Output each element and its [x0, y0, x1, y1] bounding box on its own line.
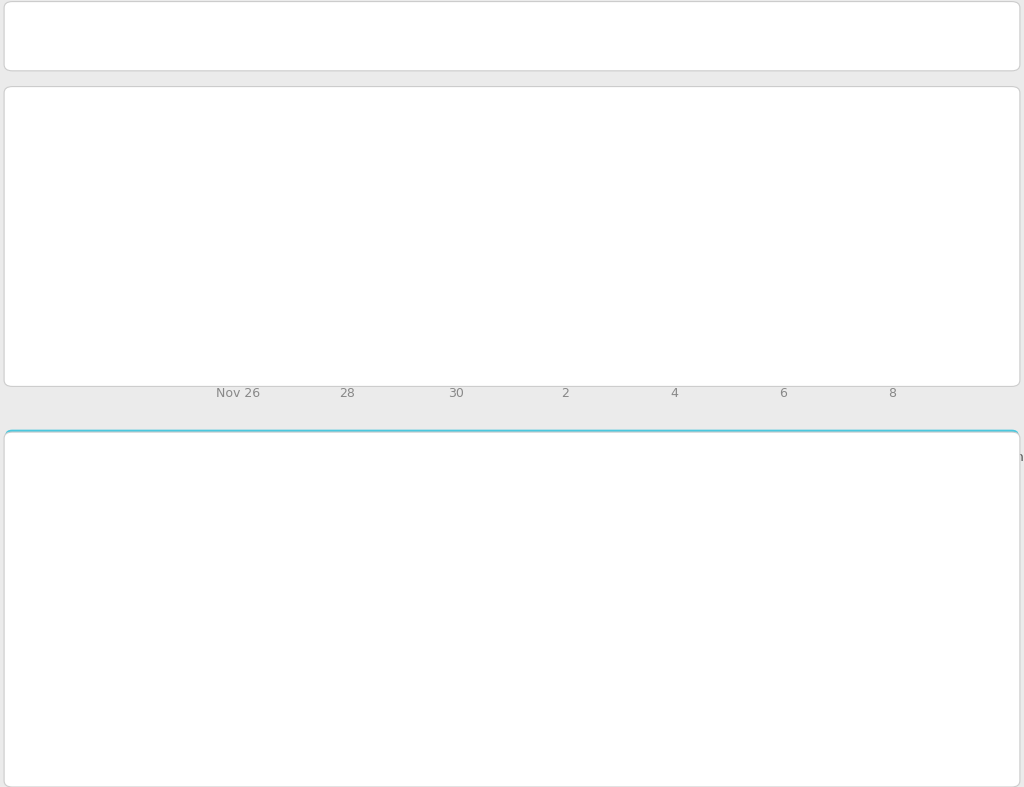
- Text: 18,517: 18,517: [587, 682, 644, 697]
- Text: Save button: Save button: [299, 450, 390, 464]
- FancyBboxPatch shape: [22, 552, 82, 593]
- Text: ▼ 18.37%: ▼ 18.37%: [52, 318, 123, 331]
- Text: Vegan Chocolate Chip Cookies: Vegan Chocolate Chip Cookies: [97, 741, 321, 756]
- FancyBboxPatch shape: [12, 485, 1012, 543]
- FancyBboxPatch shape: [12, 543, 1012, 601]
- Text: 1,042: 1,042: [830, 506, 872, 521]
- Text: Saves: Saves: [831, 457, 876, 472]
- FancyBboxPatch shape: [926, 672, 1004, 707]
- Text: 379: 379: [728, 565, 756, 580]
- Text: R: R: [959, 508, 970, 520]
- Text: 433: 433: [728, 682, 756, 697]
- Text: The Ultimate Vegan Thanksgiving: The Ultimate Vegan Thanksgiving: [97, 623, 344, 638]
- Text: The Ultimate Vegan Thanksgiving: The Ultimate Vegan Thanksgiving: [97, 682, 344, 697]
- Text: Pin type: Pin type: [937, 457, 996, 472]
- Text: ▼ 13.07%: ▼ 13.07%: [52, 183, 123, 196]
- Text: from: from: [119, 28, 158, 45]
- Text: 57,494: 57,494: [587, 506, 643, 521]
- FancyBboxPatch shape: [115, 14, 369, 58]
- Text: 291: 291: [838, 741, 865, 756]
- FancyBboxPatch shape: [12, 719, 1012, 778]
- Text: 12,675: 12,675: [30, 279, 169, 313]
- Text: Here's a tip: Here's a tip: [28, 457, 132, 472]
- Text: from the last 30 days: from the last 30 days: [198, 457, 380, 475]
- Text: Avg. daily impressions: Avg. daily impressions: [34, 105, 174, 119]
- Text: : the views Pins from your website get on Pinterest: : the views Pins from your website get o…: [339, 28, 767, 45]
- FancyBboxPatch shape: [16, 288, 159, 361]
- FancyBboxPatch shape: [926, 731, 1004, 765]
- Text: Impressions: Impressions: [28, 28, 150, 45]
- Text: on your website. You can get them in different sizes and colors, plus there's a : on your website. You can get them in dif…: [392, 450, 1024, 464]
- Text: 379: 379: [838, 565, 865, 580]
- Text: Learn more.: Learn more.: [551, 483, 631, 496]
- Text: Vegan Snickerdoodle Cookies: Vegan Snickerdoodle Cookies: [97, 565, 312, 580]
- FancyBboxPatch shape: [22, 493, 82, 535]
- Text: R: R: [959, 683, 970, 696]
- FancyBboxPatch shape: [926, 497, 1004, 531]
- FancyBboxPatch shape: [926, 556, 1004, 589]
- FancyBboxPatch shape: [926, 614, 1004, 648]
- Text: 19,550: 19,550: [587, 565, 644, 580]
- Text: 14,629: 14,629: [30, 145, 169, 179]
- Text: Avg. daily viewers: Avg. daily viewers: [34, 241, 147, 253]
- Text: 185: 185: [728, 506, 756, 521]
- Text: 81: 81: [843, 623, 861, 638]
- FancyBboxPatch shape: [16, 153, 159, 227]
- Text: 11/26/2018 — 12/9/2018 ▼: 11/26/2018 — 12/9/2018 ▼: [147, 29, 336, 43]
- FancyBboxPatch shape: [22, 610, 82, 652]
- Text: 18,617: 18,617: [587, 623, 643, 638]
- FancyBboxPatch shape: [22, 727, 82, 769]
- Text: R: R: [959, 566, 970, 579]
- Text: Vegetarian Lasagna: Vegetarian Lasagna: [97, 506, 243, 521]
- FancyBboxPatch shape: [12, 601, 1012, 660]
- Text: Clicks: Clicks: [727, 457, 770, 472]
- FancyBboxPatch shape: [207, 437, 1020, 495]
- Text: 💡: 💡: [179, 451, 196, 478]
- Text: Get the: Get the: [236, 450, 290, 464]
- Text: R: R: [959, 741, 970, 755]
- Text: 15,149: 15,149: [587, 741, 643, 756]
- Text: Top Pin impressions: Top Pin impressions: [31, 457, 217, 475]
- Text: appears over images for faster Pinning.: appears over images for faster Pinning.: [236, 483, 503, 496]
- Text: R: R: [959, 624, 970, 637]
- FancyBboxPatch shape: [12, 660, 1012, 719]
- Text: 86: 86: [843, 682, 861, 697]
- Text: Impressions: Impressions: [587, 457, 687, 472]
- FancyBboxPatch shape: [22, 668, 82, 711]
- Text: 39: 39: [733, 741, 751, 756]
- Text: 261: 261: [728, 623, 756, 638]
